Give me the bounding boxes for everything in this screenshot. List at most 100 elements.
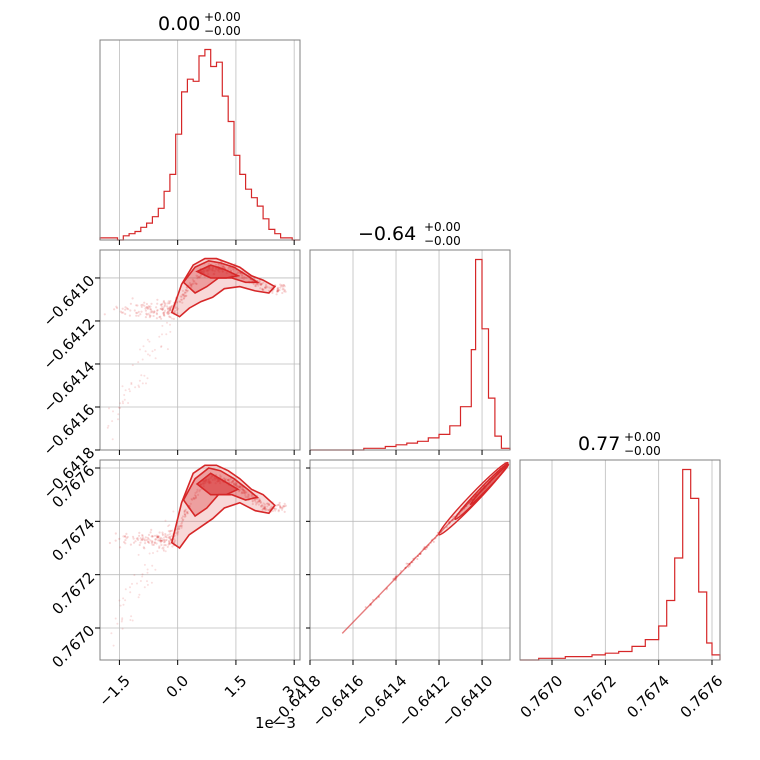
- scatter-point: [238, 490, 241, 493]
- correlation-line: [341, 462, 509, 634]
- scatter-point: [232, 483, 235, 486]
- scatter-point: [139, 541, 142, 544]
- scatter-point: [278, 503, 281, 506]
- scatter-point: [118, 599, 121, 602]
- scatter-point: [129, 591, 132, 594]
- scatter-point: [175, 309, 179, 312]
- scatter-point: [156, 550, 159, 553]
- scatter-point: [184, 288, 187, 292]
- scatter-point: [121, 627, 124, 630]
- scatter-point: [144, 539, 147, 542]
- scatter-point: [165, 536, 168, 539]
- scatter-point: [164, 535, 167, 539]
- scatter-point: [134, 386, 137, 389]
- scatter-point: [117, 418, 119, 421]
- scatter-point: [190, 284, 193, 288]
- scatter-point: [168, 539, 171, 543]
- scatter-point: [141, 573, 144, 576]
- histogram-0: [99, 48, 300, 241]
- scatter-point: [169, 307, 172, 310]
- scatter-point: [184, 295, 187, 298]
- scatter-point: [281, 508, 284, 511]
- scatter-point: [119, 546, 122, 549]
- scatter-point: [169, 300, 172, 303]
- scatter-point: [122, 311, 125, 314]
- scatter-point: [128, 388, 131, 391]
- contour-level-2: [195, 264, 241, 279]
- scatter-point: [129, 543, 132, 546]
- scatter-point: [133, 309, 136, 312]
- contour-level-2: [469, 463, 510, 506]
- scatter-point: [269, 507, 272, 510]
- scatter-point: [276, 289, 279, 292]
- scatter-point: [264, 284, 267, 288]
- scatter-point: [136, 582, 138, 585]
- scatter-point: [127, 402, 130, 404]
- scatter-point: [141, 533, 144, 537]
- scatter-point: [146, 307, 149, 310]
- scatter-point: [279, 504, 282, 507]
- scatter-point: [146, 338, 149, 341]
- scatter-point: [169, 532, 172, 535]
- scatter-point: [198, 490, 201, 493]
- scatter-point: [283, 505, 286, 508]
- scatter-point: [150, 535, 153, 538]
- scatter-point: [159, 541, 162, 544]
- scatter-point: [198, 276, 201, 279]
- scatter-point: [156, 309, 159, 312]
- scatter-point: [232, 479, 235, 482]
- scatter-point: [364, 606, 367, 609]
- panel-2-0: [99, 459, 301, 661]
- scatter-point: [276, 290, 279, 293]
- scatter-point: [283, 502, 286, 505]
- scatter-point: [233, 483, 236, 486]
- scatter-point: [277, 509, 280, 512]
- scatter-point: [119, 407, 122, 409]
- scatter-point: [240, 492, 243, 495]
- scatter-point: [172, 540, 176, 544]
- scatter-point: [282, 284, 286, 287]
- scatter-point: [148, 306, 151, 309]
- scatter-point: [149, 531, 152, 534]
- y-tick-label: 0.7670: [49, 622, 99, 672]
- scatter-point: [148, 316, 151, 319]
- scatter-point: [162, 313, 166, 316]
- scatter-point: [183, 297, 186, 300]
- scatter-point: [108, 407, 110, 410]
- scatter-point: [148, 552, 151, 555]
- scatter-point: [144, 316, 147, 319]
- scatter-point: [258, 499, 261, 502]
- scatter-point: [279, 507, 282, 510]
- scatter-point: [283, 289, 286, 292]
- scatter-point: [259, 500, 262, 503]
- scatter-point: [227, 478, 230, 481]
- scatter-point: [274, 509, 277, 512]
- scatter-point: [192, 496, 195, 500]
- scatter-point: [167, 312, 170, 315]
- scatter-point: [183, 291, 186, 294]
- histogram-2: [520, 468, 721, 661]
- scatter-point: [242, 489, 245, 492]
- scatter-point: [143, 304, 146, 307]
- scatter-point: [235, 484, 238, 488]
- scatter-point: [169, 535, 172, 538]
- scatter-point: [169, 308, 172, 311]
- scatter-point: [141, 538, 144, 541]
- scatter-point: [264, 507, 267, 510]
- scatter-point: [241, 275, 244, 278]
- scatter-point: [160, 307, 163, 310]
- scatter-point: [279, 283, 282, 286]
- scatter-point: [176, 530, 180, 533]
- scatter-point: [136, 304, 139, 307]
- scatter-point: [135, 537, 138, 540]
- scatter-point: [146, 307, 150, 310]
- scatter-point: [277, 289, 280, 292]
- scatter-point: [151, 311, 154, 314]
- scatter-point: [242, 277, 245, 280]
- scatter-point: [152, 543, 155, 547]
- scatter-point: [149, 311, 152, 314]
- scatter-point: [142, 546, 145, 549]
- scatter-point: [241, 488, 244, 491]
- scatter-point: [154, 357, 157, 360]
